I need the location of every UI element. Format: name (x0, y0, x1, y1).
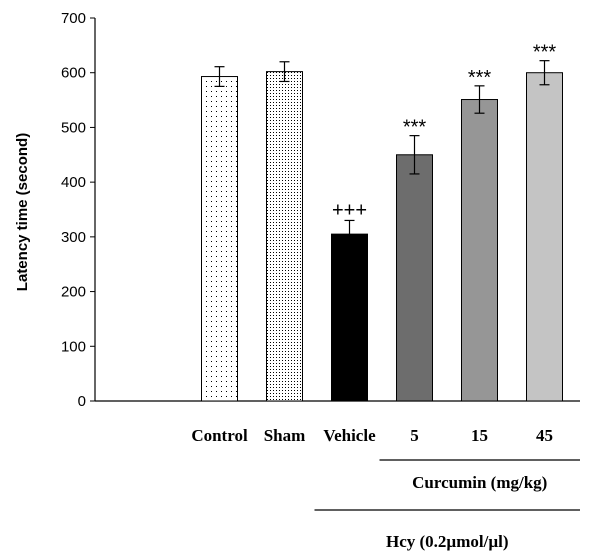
bar-vehicle (331, 233, 368, 402)
y-tick-label: 600 (61, 65, 86, 82)
group-labels: Curcumin (mg/kg) Hcy (0.2µmol/µl) (314, 459, 580, 551)
bar-sham (266, 71, 303, 402)
bars: +++ *** *** *** (201, 42, 563, 402)
y-tick-label: 100 (61, 338, 86, 355)
significance-label: *** (533, 42, 557, 64)
y-tick-label: 400 (61, 174, 86, 191)
significance-label: *** (468, 67, 492, 89)
category-label: Control (191, 426, 248, 445)
category-label: 5 (410, 426, 419, 445)
category-labels: Control Sham Vehicle 5 15 45 (191, 426, 553, 445)
bar-control (201, 76, 238, 402)
significance-label: +++ (332, 199, 367, 221)
y-tick-label: 300 (61, 229, 86, 246)
y-tick-label: 500 (61, 119, 86, 136)
category-label: Vehicle (323, 426, 376, 445)
y-tick-label: 0 (78, 393, 86, 410)
y-tick-label: 200 (61, 284, 86, 301)
significance-label: *** (403, 117, 427, 139)
y-axis: 0 100 200 300 400 500 600 700 (61, 10, 96, 410)
bar-5 (396, 154, 433, 402)
category-label: 45 (536, 426, 553, 445)
y-tick-label: 700 (61, 10, 86, 27)
category-label: Sham (264, 426, 306, 445)
bar-15 (461, 99, 498, 402)
y-axis-title: Latency time (second) (14, 133, 31, 291)
group-label: Hcy (0.2µmol/µl) (386, 532, 509, 551)
bar-45 (526, 72, 563, 402)
group-label: Curcumin (mg/kg) (412, 473, 547, 492)
category-label: 15 (471, 426, 488, 445)
